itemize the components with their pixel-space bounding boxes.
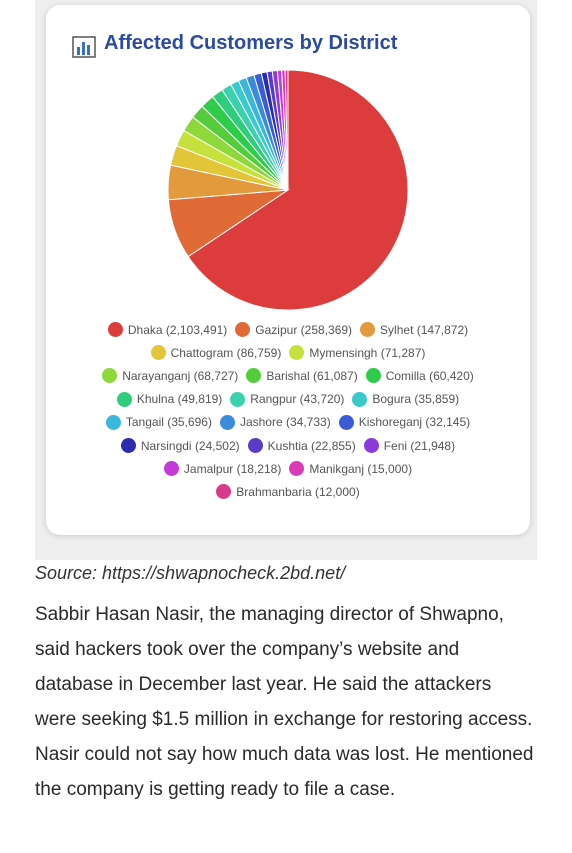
legend-swatch: [116, 391, 132, 407]
legend: Dhaka (2,103,491) Gazipur (258,369) Sylhet…: [46, 318, 530, 504]
legend-value: (24,502): [194, 438, 240, 453]
legend-item: Manikganj (15,000): [289, 461, 413, 477]
legend-swatch: [338, 414, 354, 430]
chart-card: Affected Customers by District Dhaka (2,…: [46, 5, 530, 535]
legend-label: Dhaka: [127, 322, 163, 337]
legend-item: Gazipur (258,369): [235, 322, 353, 338]
legend-swatch: [120, 438, 136, 454]
legend-label: Bogura: [372, 392, 412, 407]
legend-swatch: [365, 368, 381, 384]
legend-label: Gazipur: [255, 322, 298, 337]
legend-item: Kushtia (22,855): [247, 438, 356, 454]
legend-value: (147,872): [416, 322, 469, 337]
legend-label: Rangpur: [250, 392, 297, 407]
legend-label: Chattogram: [170, 345, 234, 360]
legend-label: Narayanganj: [122, 368, 191, 383]
legend-row: Brahmanbaria (12,000): [46, 480, 530, 503]
legend-swatch: [360, 322, 376, 338]
legend-label: Jamalpur: [183, 461, 234, 476]
legend-value: (21,948): [410, 438, 456, 453]
legend-item: Comilla (60,420): [365, 368, 474, 384]
legend-swatch: [107, 322, 123, 338]
legend-label: Kushtia: [267, 438, 308, 453]
legend-value: (71,287): [380, 345, 426, 360]
legend-label: Khulna: [136, 392, 175, 407]
legend-value: (43,720): [299, 392, 345, 407]
legend-value: (49,819): [177, 392, 223, 407]
legend-value: (22,855): [311, 438, 356, 453]
legend-item: Barishal (61,087): [246, 368, 358, 384]
legend-swatch: [289, 345, 305, 361]
legend-item: Sylhet (147,872): [360, 322, 469, 338]
legend-item: Jashore (34,733): [219, 414, 331, 430]
legend-swatch: [102, 368, 118, 384]
legend-item: Feni (21,948): [363, 438, 456, 454]
legend-item: Tangail (35,696): [105, 414, 212, 430]
source-caption: Source: https://shwapnocheck.2bd.net/: [35, 563, 346, 583]
legend-label: Kishoreganj: [358, 415, 423, 430]
legend-value: (35,696): [167, 415, 212, 430]
legend-label: Comilla: [385, 368, 426, 383]
legend-value: (32,145): [425, 415, 471, 430]
legend-label: Sylhet: [380, 322, 414, 337]
legend-value: (86,759): [236, 345, 282, 360]
legend-value: (34,733): [286, 415, 331, 430]
legend-item: Chattogram (86,759): [150, 345, 282, 361]
legend-row: Tangail (35,696) Jashore (34,733) Kishoreg…: [46, 411, 530, 434]
legend-swatch: [363, 438, 379, 454]
legend-value: (18,218): [236, 461, 282, 476]
legend-label: Jashore: [239, 415, 283, 430]
legend-value: (2,103,491): [165, 322, 228, 337]
legend-label: Barishal: [266, 368, 310, 383]
legend-row: Dhaka (2,103,491) Gazipur (258,369) Sylhet…: [46, 318, 530, 341]
legend-label: Brahmanbaria: [236, 484, 312, 499]
legend-swatch: [289, 461, 305, 477]
article-paragraph: Sabbir Hasan Nasir, the managing directo…: [35, 604, 534, 800]
chart-icon: [72, 36, 96, 58]
legend-swatch: [219, 414, 235, 430]
legend-label: Narsingdi: [140, 438, 192, 453]
legend-item: Dhaka (2,103,491): [107, 322, 228, 338]
legend-item: Rangpur (43,720): [230, 391, 345, 407]
legend-item: Bogura (35,859): [352, 391, 460, 407]
legend-item: Narayanganj (68,727): [102, 368, 239, 384]
legend-item: Brahmanbaria (12,000): [216, 484, 360, 500]
legend-row: Narayanganj (68,727) Barishal (61,087) Com…: [46, 364, 530, 387]
legend-swatch: [105, 414, 121, 430]
legend-label: Mymensingh: [309, 345, 378, 360]
legend-swatch: [247, 438, 263, 454]
legend-value: (61,087): [313, 368, 358, 383]
pie-chart: [167, 69, 409, 311]
legend-value: (12,000): [315, 484, 360, 499]
legend-item: Khulna (49,819): [116, 391, 223, 407]
legend-row: Khulna (49,819) Rangpur (43,720) Bogura (3…: [46, 388, 530, 411]
legend-value: (15,000): [367, 461, 413, 476]
legend-label: Feni: [383, 438, 408, 453]
legend-row: Narsingdi (24,502) Kushtia (22,855) Feni (…: [46, 434, 530, 457]
legend-label: Tangail: [125, 415, 164, 430]
chart-panel: Affected Customers by District Dhaka (2,…: [35, 0, 537, 560]
legend-value: (68,727): [193, 368, 239, 383]
legend-value: (258,369): [300, 322, 353, 337]
chart-title: Affected Customers by District: [104, 32, 398, 54]
legend-label: Manikganj: [309, 461, 365, 476]
legend-row: Chattogram (86,759) Mymensingh (71,287): [46, 341, 530, 364]
legend-swatch: [163, 461, 179, 477]
legend-swatch: [230, 391, 246, 407]
legend-row: Jamalpur (18,218) Manikganj (15,000): [46, 457, 530, 480]
legend-swatch: [150, 345, 166, 361]
legend-item: Kishoreganj (32,145): [338, 414, 471, 430]
legend-item: Jamalpur (18,218): [163, 461, 282, 477]
legend-swatch: [216, 484, 232, 500]
legend-item: Narsingdi (24,502): [120, 438, 240, 454]
legend-value: (35,859): [414, 392, 460, 407]
legend-swatch: [352, 391, 368, 407]
legend-item: Mymensingh (71,287): [289, 345, 426, 361]
legend-value: (60,420): [429, 368, 474, 383]
legend-swatch: [235, 322, 251, 338]
pie-slice: [284, 69, 289, 191]
legend-swatch: [246, 368, 262, 384]
pie-slice: [187, 69, 409, 311]
